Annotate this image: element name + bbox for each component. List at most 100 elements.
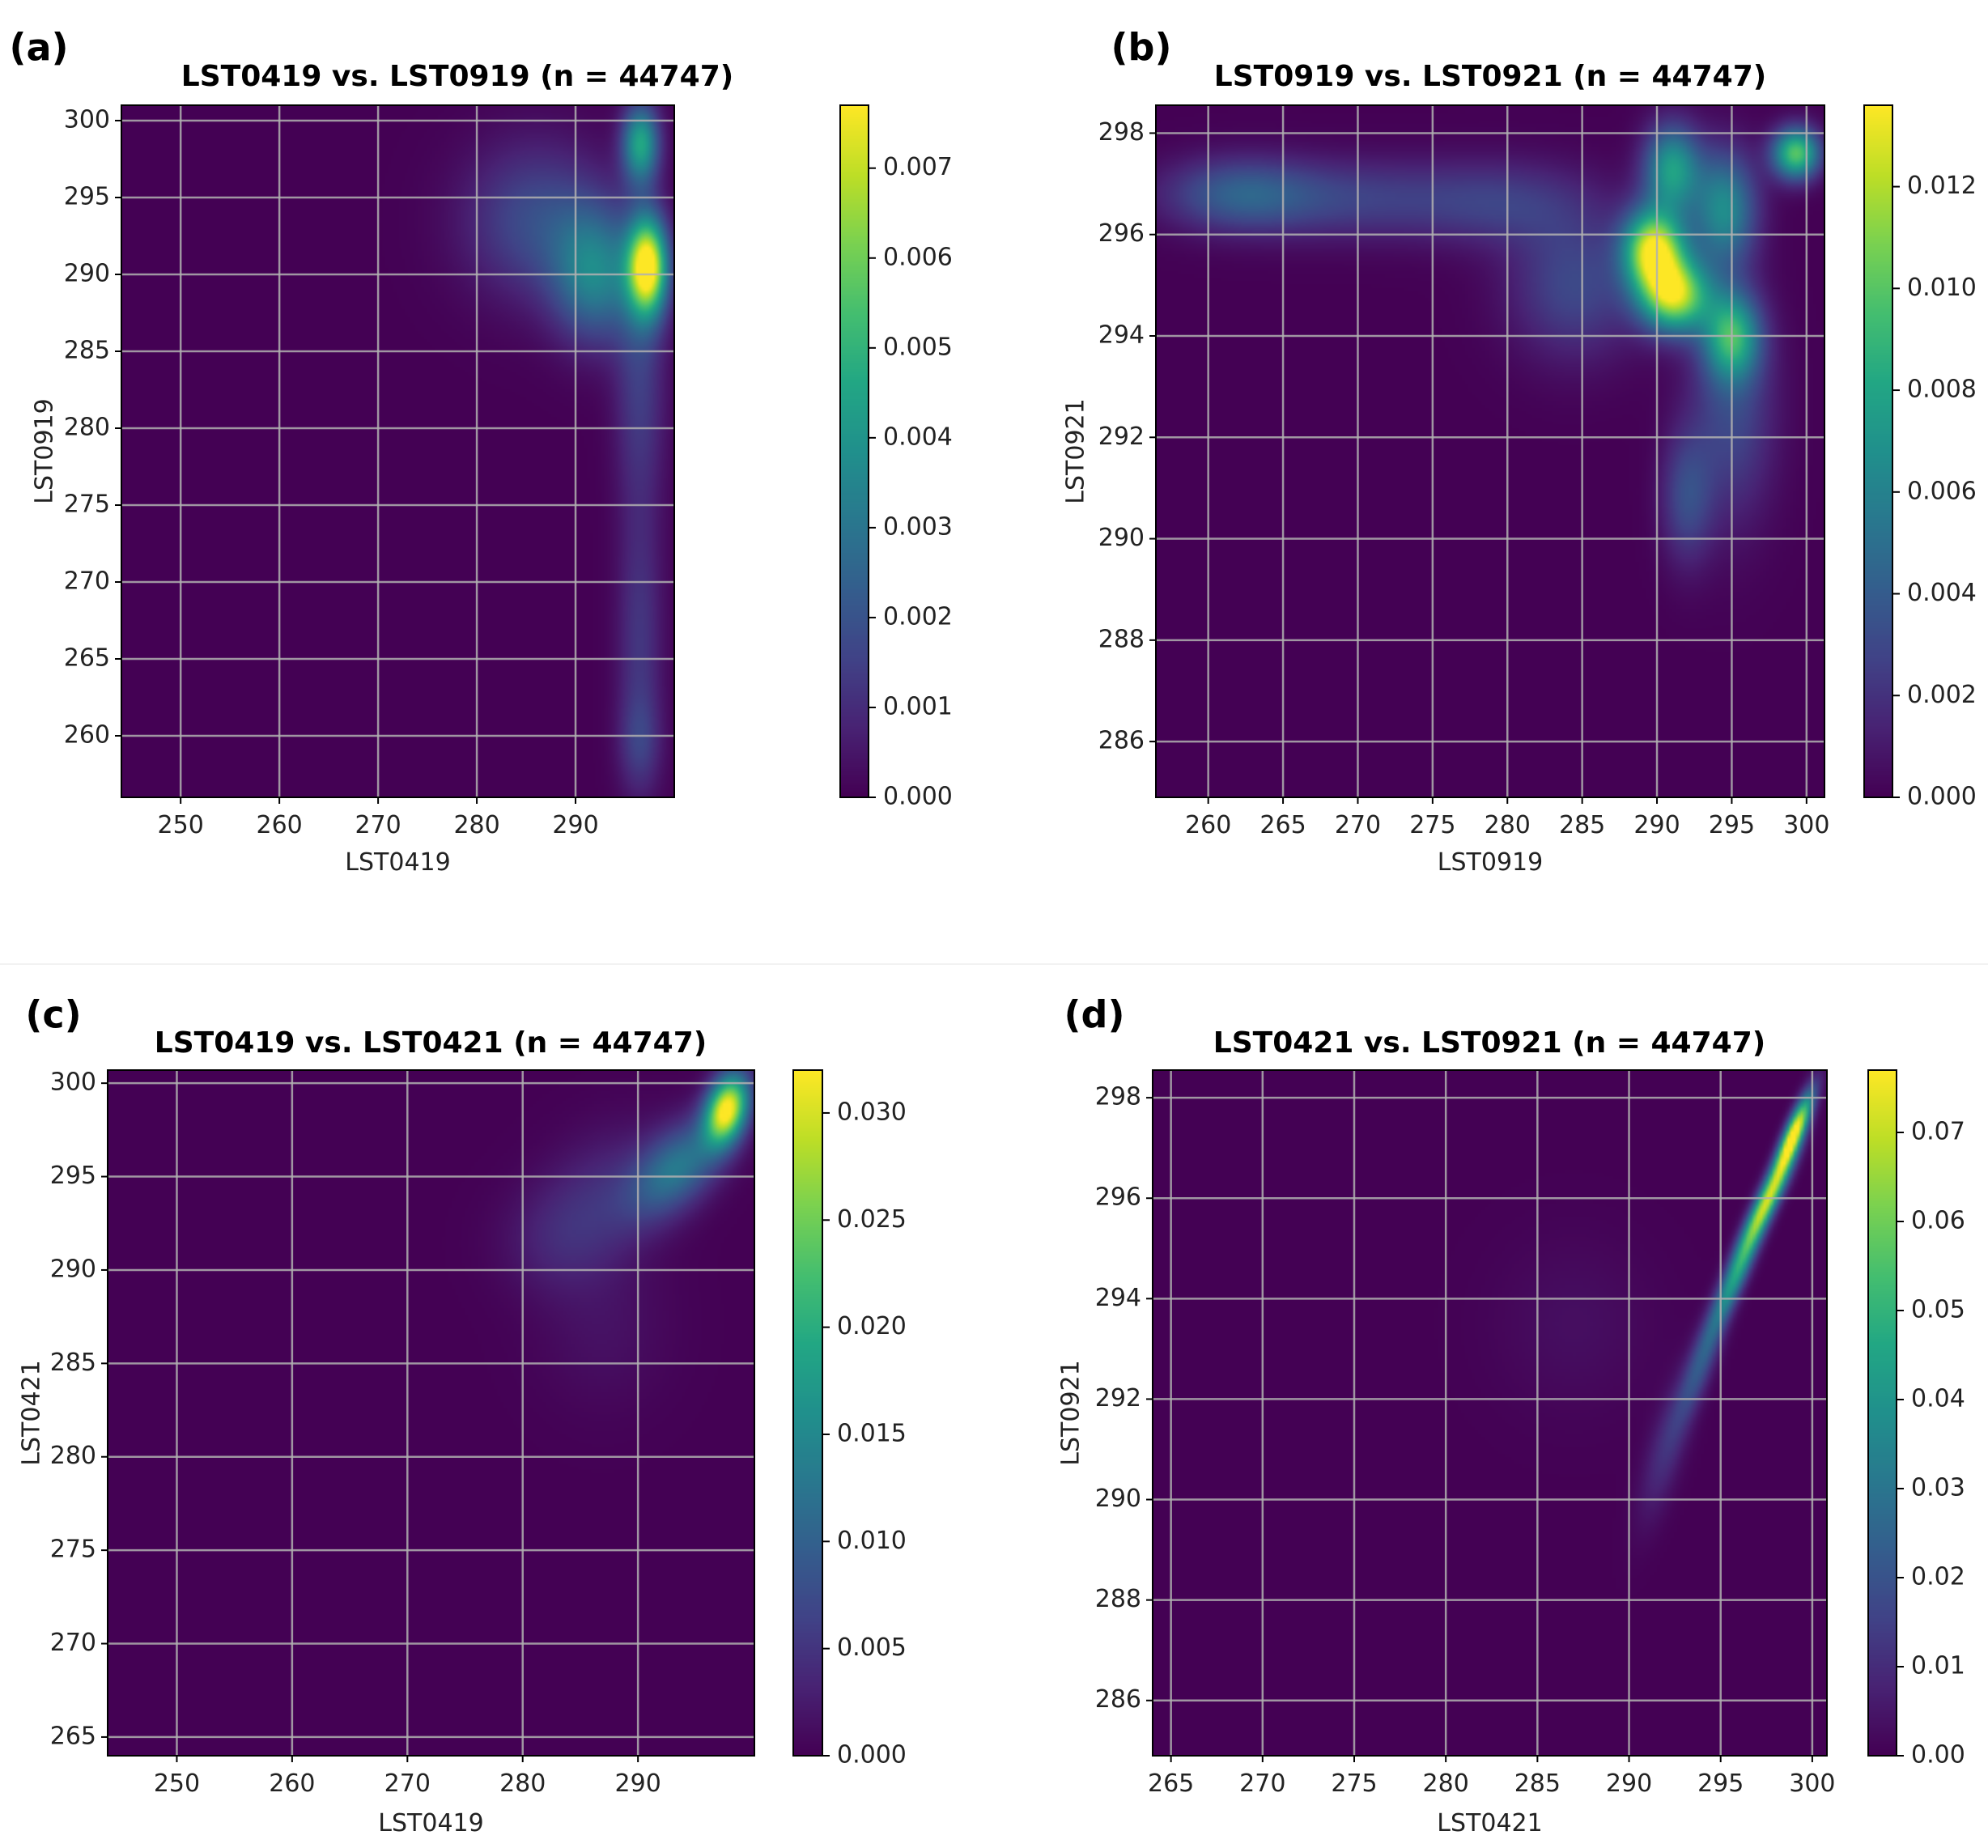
panel-divider	[0, 963, 1988, 965]
colorbar-frame	[839, 104, 869, 798]
x-tick-label: 260	[269, 1769, 315, 1798]
chart-panel-2: (b) LST0919 vs. LST0921 (n = 44747) 260 265…	[1062, 26, 1977, 877]
x-tick-label: 260	[1185, 811, 1231, 839]
y-tick-label: 288	[1095, 1585, 1141, 1613]
plot-frame	[107, 1069, 755, 1757]
y-tick-label: 265	[64, 644, 110, 673]
colorbar-tick-label: 0.001	[883, 692, 953, 720]
y-tick-label: 260	[64, 721, 110, 750]
x-axis-label: LST0919	[1438, 848, 1543, 877]
x-axis-label: LST0419	[378, 1809, 483, 1837]
colorbar-tick-label: 0.015	[837, 1419, 907, 1447]
colorbar-gradient	[840, 105, 869, 797]
x-tick-label: 270	[1239, 1769, 1285, 1798]
panel-label: (c)	[25, 993, 81, 1037]
y-tick-label: 280	[50, 1442, 96, 1470]
colorbar-tick-label: 0.004	[883, 423, 953, 451]
x-tick-label: 290	[1606, 1769, 1652, 1798]
y-tick-label: 296	[1098, 219, 1145, 248]
colorbar-tick-label: 0.07	[1911, 1118, 1965, 1146]
x-tick-label: 285	[1514, 1769, 1561, 1798]
x-axis-label: LST0419	[345, 848, 450, 877]
y-tick-label: 275	[64, 491, 110, 519]
plot-frame	[121, 104, 675, 798]
colorbar-frame	[792, 1069, 823, 1757]
colorbar-tick-label: 0.000	[837, 1741, 907, 1769]
colorbar-tick-label: 0.010	[837, 1527, 907, 1555]
x-tick-label: 280	[453, 811, 499, 839]
colorbar-tick-label: 0.004	[1907, 579, 1977, 607]
y-tick-label: 270	[50, 1629, 96, 1657]
x-tick-label: 250	[154, 1769, 200, 1798]
y-tick-label: 288	[1098, 625, 1145, 653]
x-tick-label: 265	[1148, 1769, 1194, 1798]
x-tick-label: 265	[1259, 811, 1306, 839]
colorbar-tick-label: 0.000	[883, 783, 953, 811]
colorbar-gradient	[1864, 105, 1892, 797]
x-tick-label: 250	[158, 811, 204, 839]
colorbar-tick-label: 0.00	[1911, 1741, 1965, 1769]
colorbar-tick-label: 0.020	[837, 1312, 907, 1340]
colorbar-tick-label: 0.000	[1907, 783, 1977, 811]
density-heatmap	[1156, 105, 1824, 797]
y-tick-label: 290	[1095, 1485, 1141, 1513]
chart-panel-1: (a) LST0419 vs. LST0919 (n = 44747) 250 260…	[9, 26, 952, 877]
colorbar-tick-label: 0.007	[883, 153, 953, 181]
chart-title: LST0919 vs. LST0921 (n = 44747)	[1214, 60, 1766, 93]
colorbar-tick-label: 0.01	[1911, 1652, 1965, 1680]
colorbar-tick-label: 0.006	[1907, 477, 1977, 505]
x-tick-label: 270	[1335, 811, 1381, 839]
y-tick-label: 285	[64, 337, 110, 365]
colorbar-frame	[1867, 1069, 1897, 1757]
colorbar-tick-label: 0.005	[883, 333, 953, 361]
colorbar-tick-label: 0.03	[1911, 1474, 1965, 1502]
chart-title: LST0419 vs. LST0919 (n = 44747)	[181, 60, 733, 93]
x-axis-label: LST0421	[1437, 1809, 1542, 1837]
y-tick-label: 294	[1098, 321, 1145, 350]
y-tick-label: 292	[1098, 423, 1145, 451]
density-heatmap	[121, 105, 674, 797]
density-heatmap	[1153, 1070, 1827, 1756]
x-tick-label: 300	[1783, 811, 1829, 839]
chart-panel-3: (c) LST0419 vs. LST0421 (n = 44747) 250 260…	[18, 993, 907, 1838]
colorbar-tick-label: 0.005	[837, 1633, 907, 1662]
x-tick-label: 275	[1409, 811, 1455, 839]
colorbar-tick-label: 0.012	[1907, 172, 1977, 200]
y-tick-label: 300	[50, 1068, 96, 1097]
y-axis-label: LST0421	[18, 1360, 46, 1465]
x-tick-label: 280	[499, 1769, 546, 1798]
colorbar-frame	[1863, 104, 1893, 798]
y-tick-label: 298	[1098, 118, 1145, 147]
y-tick-label: 298	[1095, 1083, 1141, 1111]
x-tick-label: 290	[1633, 811, 1680, 839]
colorbar-tick-label: 0.030	[837, 1098, 907, 1126]
plot-frame	[1152, 1069, 1828, 1757]
x-tick-label: 280	[1423, 1769, 1469, 1798]
x-tick-label: 285	[1559, 811, 1605, 839]
x-tick-label: 260	[257, 811, 303, 839]
x-tick-label: 275	[1331, 1769, 1377, 1798]
colorbar-tick-label: 0.05	[1911, 1296, 1965, 1324]
x-tick-label: 280	[1485, 811, 1531, 839]
colorbar-tick-label: 0.02	[1911, 1563, 1965, 1591]
panel-label: (a)	[9, 26, 68, 70]
colorbar-tick-label: 0.006	[883, 243, 953, 271]
y-tick-label: 300	[64, 106, 110, 134]
x-tick-label: 270	[355, 811, 401, 839]
y-axis-label: LST0921	[1057, 1360, 1085, 1465]
x-tick-label: 300	[1789, 1769, 1835, 1798]
y-tick-label: 286	[1098, 727, 1145, 755]
y-tick-label: 265	[50, 1722, 96, 1750]
density-heatmap	[108, 1070, 754, 1756]
y-tick-label: 290	[1098, 524, 1145, 552]
chart-title: LST0421 vs. LST0921 (n = 44747)	[1213, 1026, 1765, 1060]
colorbar-tick-label: 0.025	[837, 1205, 907, 1234]
y-tick-label: 290	[64, 260, 110, 288]
x-tick-label: 295	[1697, 1769, 1744, 1798]
y-tick-label: 294	[1095, 1284, 1141, 1312]
colorbar-gradient	[1868, 1070, 1897, 1756]
y-axis-label: LST0921	[1062, 398, 1090, 503]
x-tick-label: 290	[552, 811, 598, 839]
y-tick-label: 285	[50, 1349, 96, 1377]
